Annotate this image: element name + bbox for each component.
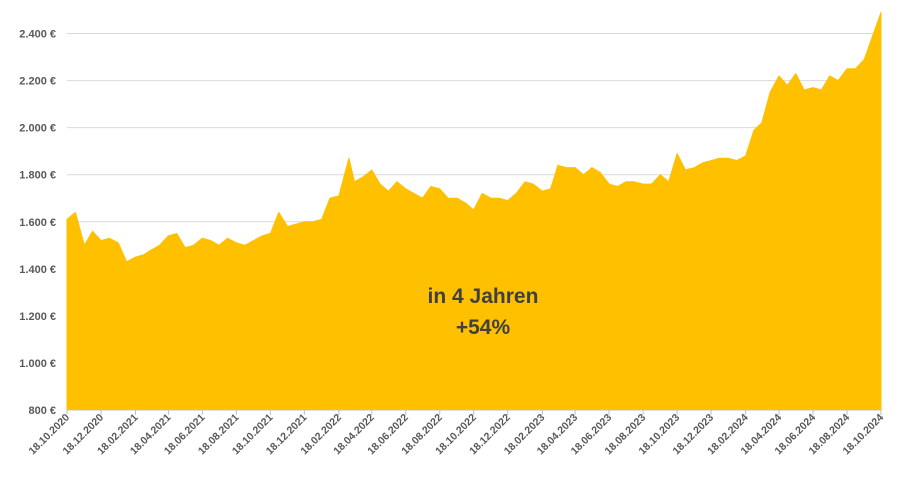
y-tick-label: 800 € <box>28 405 56 417</box>
annotation-period: in 4 Jahren <box>428 285 539 308</box>
y-tick-label: 1.600 € <box>19 217 56 229</box>
price-area <box>66 11 882 411</box>
y-tick-label: 2.200 € <box>19 76 56 88</box>
x-axis: 18.10.202018.12.202018.02.202118.04.2021… <box>26 410 886 457</box>
y-tick-label: 1.000 € <box>19 358 56 370</box>
y-tick-label: 1.800 € <box>19 170 56 182</box>
y-tick-label: 2.400 € <box>19 29 56 41</box>
y-tick-label: 2.000 € <box>19 123 56 135</box>
y-tick-label: 1.200 € <box>19 311 56 323</box>
annotation-gain: +54% <box>456 316 511 339</box>
y-axis: 800 € 1.000 € 1.200 € 1.400 € 1.600 € 1.800 €… <box>19 29 56 417</box>
y-tick-label: 1.400 € <box>19 264 56 276</box>
